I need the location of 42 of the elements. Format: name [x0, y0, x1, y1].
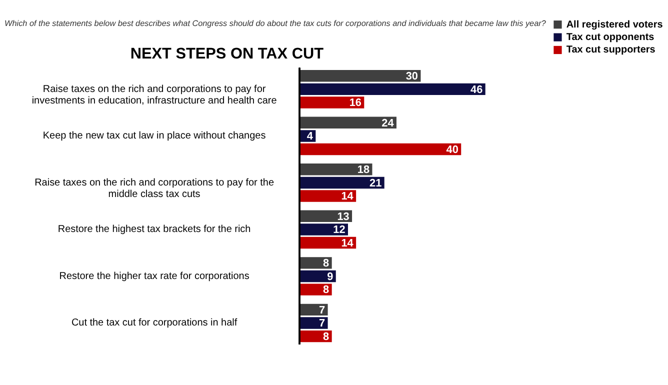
data-label: 8 — [323, 258, 330, 270]
bar — [300, 190, 356, 202]
data-label: 24 — [382, 117, 394, 130]
data-label: 18 — [357, 164, 370, 176]
y-tick-label: Restore the higher tax rate for corporations — [59, 270, 250, 282]
data-label: 7 — [319, 318, 326, 330]
bar — [300, 317, 328, 329]
bar — [300, 83, 486, 96]
bar — [300, 143, 462, 156]
data-label: 7 — [319, 304, 326, 316]
data-label: 14 — [341, 237, 354, 250]
bar — [300, 96, 364, 108]
legend-label: All registered voters — [566, 19, 664, 30]
data-label: 8 — [323, 284, 330, 296]
chart-title: NEXT STEPS ON TAX CUT — [130, 46, 324, 63]
bar — [300, 70, 421, 82]
data-label: 13 — [337, 210, 350, 223]
data-label: 40 — [446, 144, 458, 156]
legend-label: Tax cut supporters — [566, 44, 656, 56]
data-label: 30 — [406, 70, 418, 83]
bar — [300, 224, 348, 236]
bar — [300, 164, 372, 176]
y-tick-label: Raise taxes on the rich and corporations to pay for investments in education, infrastructure and health care — [32, 84, 278, 107]
data-label: 9 — [327, 270, 334, 283]
chart-subtitle: Which of the statements below best describes what Congress should do about the tax cuts for corporations and individuals that became law this year? — [4, 18, 546, 28]
y-tick-label: Restore the highest tax brackets for the rich — [58, 224, 251, 236]
y-tick-label: Raise taxes on the rich and corporations to pay for the middle class tax cuts — [34, 177, 274, 200]
data-label: 14 — [341, 190, 354, 203]
bar — [300, 176, 384, 189]
y-tick-label: Cut the tax cut for corporations in half — [71, 318, 238, 329]
bar — [300, 304, 328, 316]
data-label: 8 — [323, 330, 330, 343]
bar — [300, 257, 332, 269]
data-label: 46 — [470, 84, 483, 96]
data-label: 4 — [306, 130, 313, 143]
data-label: 12 — [333, 224, 346, 236]
y-tick-label: Keep the new tax cut law in place without changes — [42, 130, 266, 142]
bar — [300, 116, 396, 128]
bar — [300, 284, 332, 296]
data-label: 16 — [349, 97, 362, 110]
data-label: 21 — [370, 177, 382, 190]
legend-label: Tax cut opponents — [566, 32, 655, 44]
